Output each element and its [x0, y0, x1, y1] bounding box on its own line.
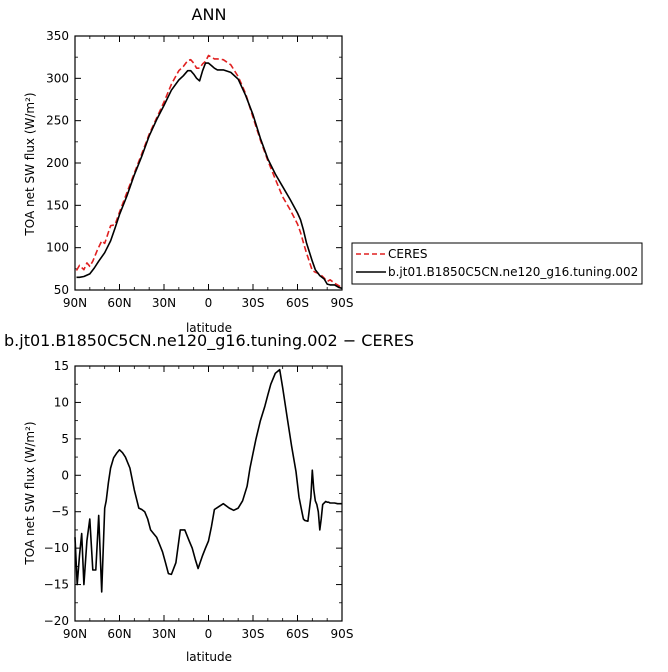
top-series-line-1: [76, 62, 343, 290]
top-chart-ylabel: TOA net SW flux (W/m²): [23, 92, 37, 236]
bottom-y-tick-label: −5: [51, 505, 69, 519]
bottom-y-tick-label: 10: [54, 395, 69, 409]
top-y-tick-label: 350: [46, 29, 69, 43]
difference-panel: 90N 60N 30N 0 30S 60S 90S −20 −15 −10 −5 0 5 10 15: [44, 359, 354, 641]
bottom-x-tick-label: 30S: [242, 627, 265, 641]
bottom-chart-title: b.jt01.B1850C5CN.ne120_g16.tuning.002 − …: [4, 331, 414, 351]
bottom-plot-frame: [74, 365, 343, 622]
bottom-y-tick-label: 5: [61, 432, 69, 446]
bottom-y-tick-label: 15: [54, 359, 69, 373]
mean-flux-panel: 90N 60N 30N 0 30S 60S 90S 50 100 150 200 250 300 350: [46, 29, 353, 310]
top-y-tick-label: 50: [54, 283, 69, 297]
top-y-tick-label: 150: [46, 198, 69, 212]
top-x-tick-label: 60S: [286, 296, 309, 310]
top-y-tick-label: 250: [46, 114, 69, 128]
top-chart-title: ANN: [192, 5, 227, 24]
top-y-tick-label: 100: [46, 241, 69, 255]
top-x-tick-label: 60N: [107, 296, 131, 310]
top-x-tick-label: 90N: [63, 296, 87, 310]
top-x-tick-label: 90S: [331, 296, 354, 310]
bottom-y-tick-label: −20: [44, 614, 69, 628]
legend-label-ceres: CERES: [388, 247, 428, 261]
top-chart-xlabel: latitude: [186, 321, 232, 335]
bottom-series-line-0: [74, 368, 342, 593]
top-y-tick-label: 200: [46, 156, 69, 170]
top-x-tick-label: 30S: [242, 296, 265, 310]
bottom-x-tick-label: 0: [205, 627, 213, 641]
top-x-tick-label: 30N: [152, 296, 176, 310]
bottom-y-tick-label: −10: [44, 541, 69, 555]
bottom-chart-ylabel: TOA net SW flux (W/m²): [23, 421, 37, 565]
bottom-x-tick-label: 60N: [107, 627, 131, 641]
top-series-line-0: [75, 54, 343, 289]
bottom-x-tick-label: 90N: [63, 627, 87, 641]
legend-box: [351, 242, 643, 285]
chart-legend: CERES b.jt01.B1850C5CN.ne120_g16.tuning.…: [351, 242, 643, 285]
bottom-x-tick-label: 60S: [286, 627, 309, 641]
top-plot-frame: [74, 35, 343, 291]
top-x-tick-label: 0: [205, 296, 213, 310]
bottom-y-tick-label: 0: [61, 468, 69, 482]
top-y-tick-label: 300: [46, 71, 69, 85]
bottom-x-tick-label: 90S: [331, 627, 354, 641]
legend-label-model: b.jt01.B1850C5CN.ne120_g16.tuning.002: [388, 265, 638, 279]
bottom-x-tick-label: 30N: [152, 627, 176, 641]
bottom-y-tick-label: −15: [44, 578, 69, 592]
bottom-chart-xlabel: latitude: [186, 650, 232, 664]
